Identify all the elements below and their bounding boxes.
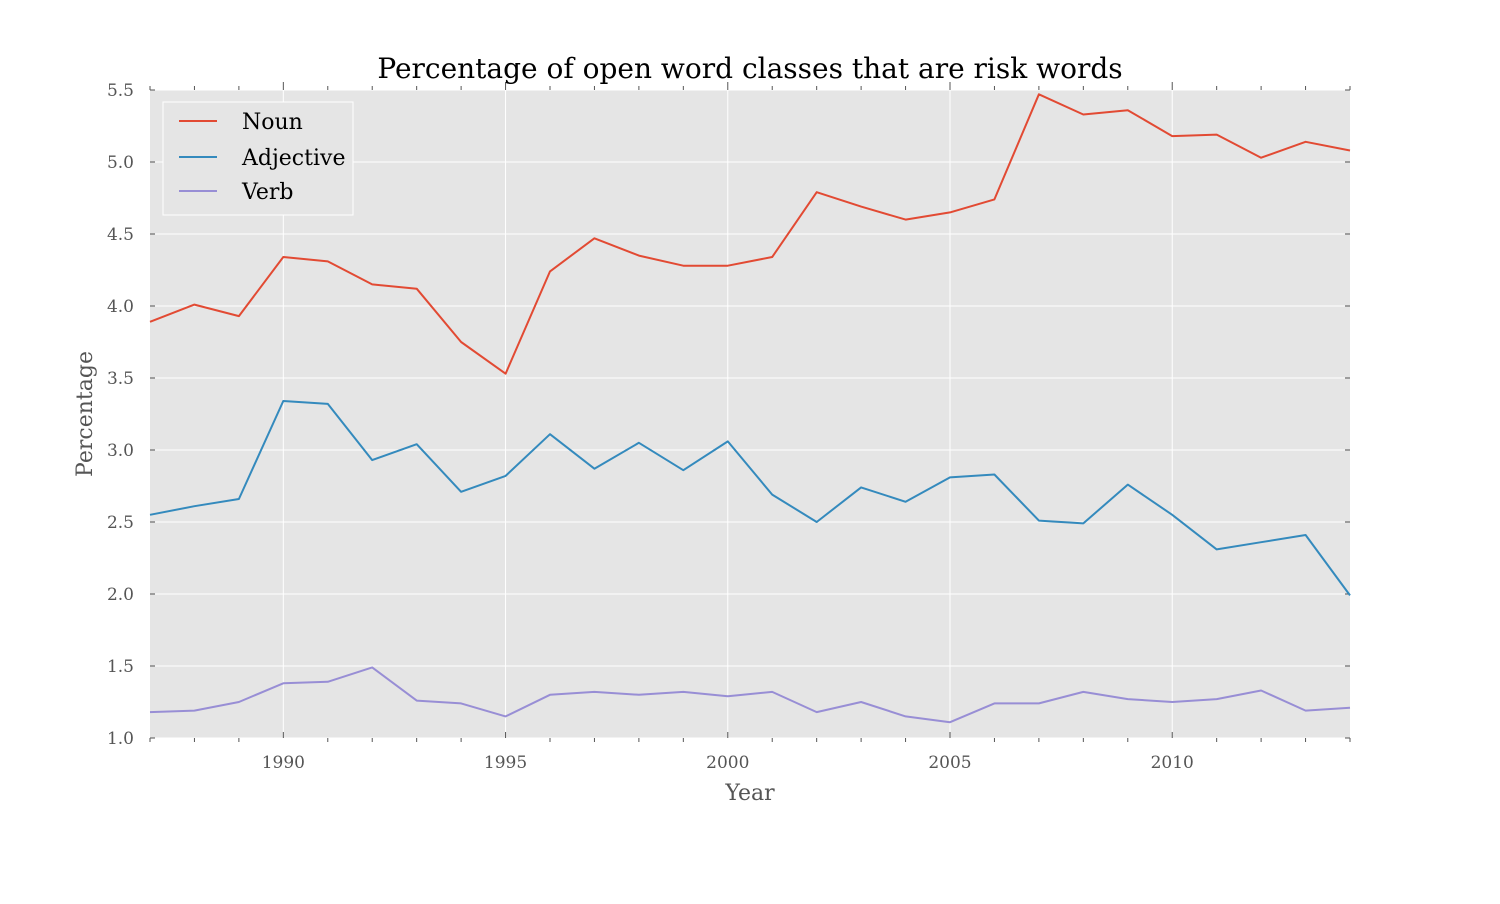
y-tick-label: 4.0	[107, 297, 134, 317]
y-tick-label: 5.0	[107, 153, 134, 173]
series-line-noun	[149, 93, 1351, 375]
series-line-verb	[149, 666, 1351, 724]
y-tick-label: 2.0	[107, 585, 134, 605]
x-tick-label: 1990	[262, 753, 305, 773]
x-tick-label: 1995	[484, 753, 527, 773]
axis-ticks: 1.0 1.5 2.0 2.5 3.0 3.5 4.0 4.5 5.0 5.5 1990 1995 20…	[107, 81, 1351, 773]
y-tick-label: 3.0	[107, 441, 134, 461]
y-tick-label: 4.5	[107, 225, 134, 245]
x-tick-label: 2005	[928, 753, 971, 773]
legend-label-adjective: Adjective	[241, 146, 345, 171]
y-tick-label: 1.5	[107, 657, 134, 677]
chart-title: Percentage of open word classes that are…	[377, 52, 1122, 85]
y-axis-label: Percentage	[73, 351, 98, 477]
x-axis-label: Year	[724, 781, 775, 806]
legend-label-noun: Noun	[242, 110, 303, 135]
y-tick-label: 3.5	[107, 369, 134, 389]
legend-label-verb: Verb	[241, 180, 294, 205]
x-tick-label: 2010	[1151, 753, 1194, 773]
y-tick-label: 2.5	[107, 513, 134, 533]
series-line-adjective	[149, 400, 1351, 596]
y-tick-label: 1.0	[107, 729, 134, 749]
legend: Noun Adjective Verb	[162, 101, 354, 216]
series-lines	[149, 93, 1351, 724]
y-tick-label: 5.5	[107, 81, 134, 101]
x-tick-label: 2000	[706, 753, 749, 773]
